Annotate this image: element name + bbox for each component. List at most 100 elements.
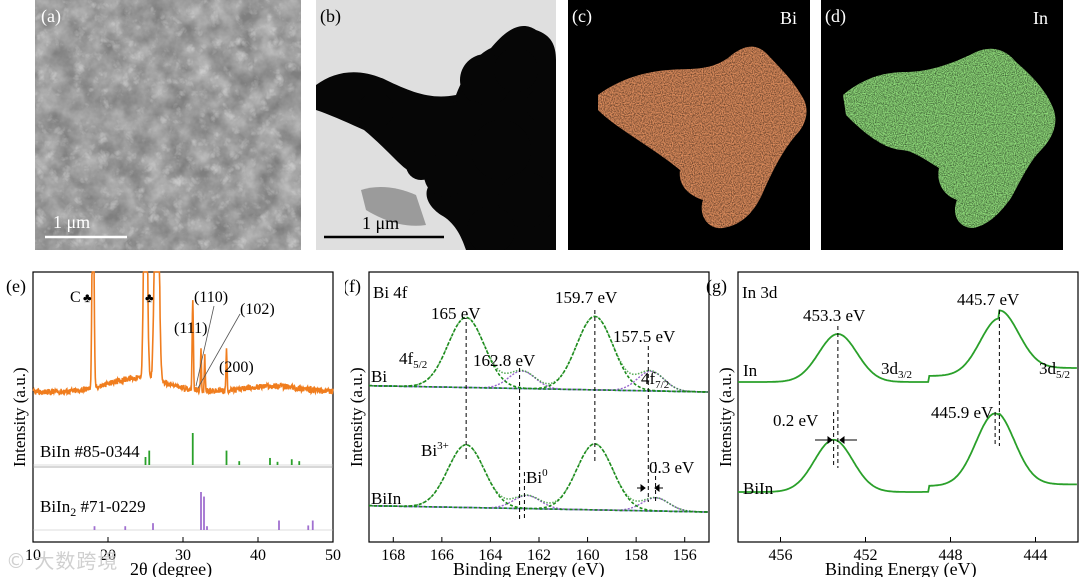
chart-g-ann-445-9: 445.9 eV (931, 403, 994, 422)
chart-e-peak-110: (110) (194, 289, 228, 306)
chart-f-ann-4f72: 4f7/2 (641, 369, 669, 391)
chart-f-ylabel: Intensity (a.u.) (347, 367, 366, 467)
chart-f-ann-162-8: 162.8 eV (473, 351, 536, 370)
chart-f-4f52-sub: 5/2 (413, 359, 427, 371)
chart-f-xtick-label-168: 168 (381, 547, 405, 564)
chart-f-ann-165: 165 eV (431, 304, 481, 323)
chart-f-ann-159-7: 159.7 eV (555, 288, 618, 307)
chart-f-xtick-label-156: 156 (673, 547, 697, 564)
chart-f-bi3-main: Bi (421, 441, 437, 460)
chart-g-In-curve (738, 309, 1077, 383)
chart-e-ref-biin2-rest: #71-0229 (76, 497, 145, 516)
chart-f-bi0-main: Bi (526, 468, 542, 487)
chart-e-xlabel: 2θ (degree) (130, 559, 212, 577)
chart-e-c-marker: C (70, 289, 81, 306)
panel-c-bi-map: (c) Bi (568, 0, 810, 250)
panel-d-label: (d) (825, 6, 846, 27)
sem-image: (a) 1 μm (35, 0, 301, 250)
chart-g-xlabel: Binding Energy (eV) (825, 559, 977, 577)
chart-e-peak-102: (102) (240, 301, 275, 318)
chart-f-xticks: 168 166 164 162 160 158 156 (381, 537, 697, 564)
bi-map-image: (c) Bi (568, 0, 810, 250)
chart-g-3d32-main: 3d (881, 359, 899, 378)
chart-g-xtick-label-452: 452 (854, 547, 878, 564)
chart-e-ref-biin2-lines (33, 492, 333, 531)
panel-b-tem: (b) 1 μm (316, 0, 556, 250)
chart-f-title: Bi 4f (373, 283, 408, 302)
chart-f-series-bi: Bi (371, 367, 387, 386)
chart-g-BiIn-curve (738, 412, 1077, 493)
chart-g-xtick-label-444: 444 (1024, 547, 1048, 564)
chart-g-xtick-label-448: 448 (939, 547, 963, 564)
chart-f-xps-bi4f: (f) Bi 4f Intensity (a.u.) Binding Energ… (345, 271, 710, 577)
chart-f-xtick-label-166: 166 (430, 547, 454, 564)
chart-f-4f52-main: 4f (399, 349, 414, 368)
chart-f-Bi-envelope (369, 315, 708, 393)
chart-g-ann-453-3: 453.3 eV (803, 306, 866, 325)
chart-f-ann-bi0: Bi0 (526, 467, 548, 487)
chart-g-ann-shift: 0.2 eV (773, 411, 819, 430)
chart-f-xtick-label-160: 160 (576, 547, 600, 564)
chart-e-arrow-110 (195, 305, 215, 387)
chart-e-ref-biin2-main: BiIn (40, 497, 71, 516)
chart-e-arrow-102 (197, 313, 241, 389)
chart-g-label: (g) (706, 276, 727, 297)
chart-f-ann-157-5: 157.5 eV (613, 327, 676, 346)
chart-g-xtick-label-456: 456 (769, 547, 793, 564)
chart-e-ref-biin2-sub: 2 (70, 505, 76, 519)
chart-g-ylabel: Intensity (a.u.) (716, 367, 735, 467)
chart-e-xtick-label-50: 50 (325, 547, 341, 564)
chart-e-ylabel: Intensity (a.u.) (10, 367, 29, 467)
chart-g-series-biin: BiIn (743, 479, 774, 498)
chart-g-plot (738, 309, 1077, 493)
chart-f-label: (f) (345, 276, 361, 297)
chart-g-title: In 3d (742, 283, 778, 302)
tem-thin-flake (361, 187, 426, 226)
watermark: © 大数跨境 (6, 549, 119, 573)
chart-g-frame (737, 271, 1079, 543)
chart-f-xlabel: Binding Energy (eV) (453, 559, 605, 577)
chart-g-series-in: In (743, 361, 758, 380)
chart-g-ann-445-7: 445.7 eV (957, 290, 1020, 309)
panel-d-in-map: (d) In (821, 0, 1063, 250)
chart-g-3d32-sub: 3/2 (898, 369, 912, 381)
panel-b-scale-label: 1 μm (362, 213, 399, 233)
chart-e-xrd-curve (32, 271, 334, 397)
chart-f-BiIn-envelope (369, 443, 708, 513)
chart-e-xtick-label-20: 20 (100, 547, 116, 564)
chart-f-shift-arrows (637, 484, 663, 492)
chart-f-Bi-bi3-72 (369, 315, 708, 393)
chart-f-ann-4f52: 4f5/2 (399, 349, 427, 371)
chart-f-bi3-sup: 3+ (437, 440, 449, 452)
chart-g-ann-3d52: 3d5/2 (1039, 359, 1070, 381)
chart-e-ref-biin2-label: BiIn2 #71-0229 (40, 497, 146, 519)
chart-e-club-2: ♣ (145, 290, 154, 305)
chart-f-frame (368, 271, 710, 543)
panel-a-label: (a) (41, 6, 61, 27)
chart-g-ann-3d32: 3d3/2 (881, 359, 912, 381)
chart-f-ann-shift: 0.3 eV (649, 458, 695, 477)
chart-f-BiIn-bi3-72 (369, 443, 708, 513)
chart-e-peak-111: (111) (174, 320, 207, 337)
panel-a-scale-label: 1 μm (53, 212, 90, 232)
chart-g-3d52-main: 3d (1039, 359, 1057, 378)
chart-e-xtick-label-30: 30 (175, 547, 191, 564)
chart-e-xticks: 10 20 30 40 50 (25, 537, 341, 564)
chart-g-shift-arrows (815, 436, 857, 444)
chart-f-4f72-main: 4f (641, 369, 656, 388)
chart-g-3d52-sub: 5/2 (1056, 369, 1070, 381)
chart-f-4f72-sub: 7/2 (655, 379, 669, 391)
chart-g-xps-in3d: (g) In 3d Intensity (a.u.) Binding Energ… (706, 271, 1079, 577)
in-map-image: (d) In (821, 0, 1063, 250)
chart-g-xticks: 456 452 448 444 (769, 537, 1048, 564)
chart-e-ref-biin-label: BiIn #85-0344 (40, 442, 140, 461)
tem-image: (b) 1 μm (316, 0, 556, 250)
tem-particle (316, 26, 556, 250)
chart-e-club-1: ♣ (83, 290, 92, 305)
chart-e-ref-biin-lines (33, 433, 333, 466)
chart-e-label: (e) (6, 276, 26, 297)
chart-f-bi0-sup: 0 (542, 467, 548, 479)
chart-f-series-biin: BiIn (371, 489, 402, 508)
chart-f-plot (369, 310, 708, 520)
chart-f-ann-bi3: Bi3+ (421, 440, 449, 460)
